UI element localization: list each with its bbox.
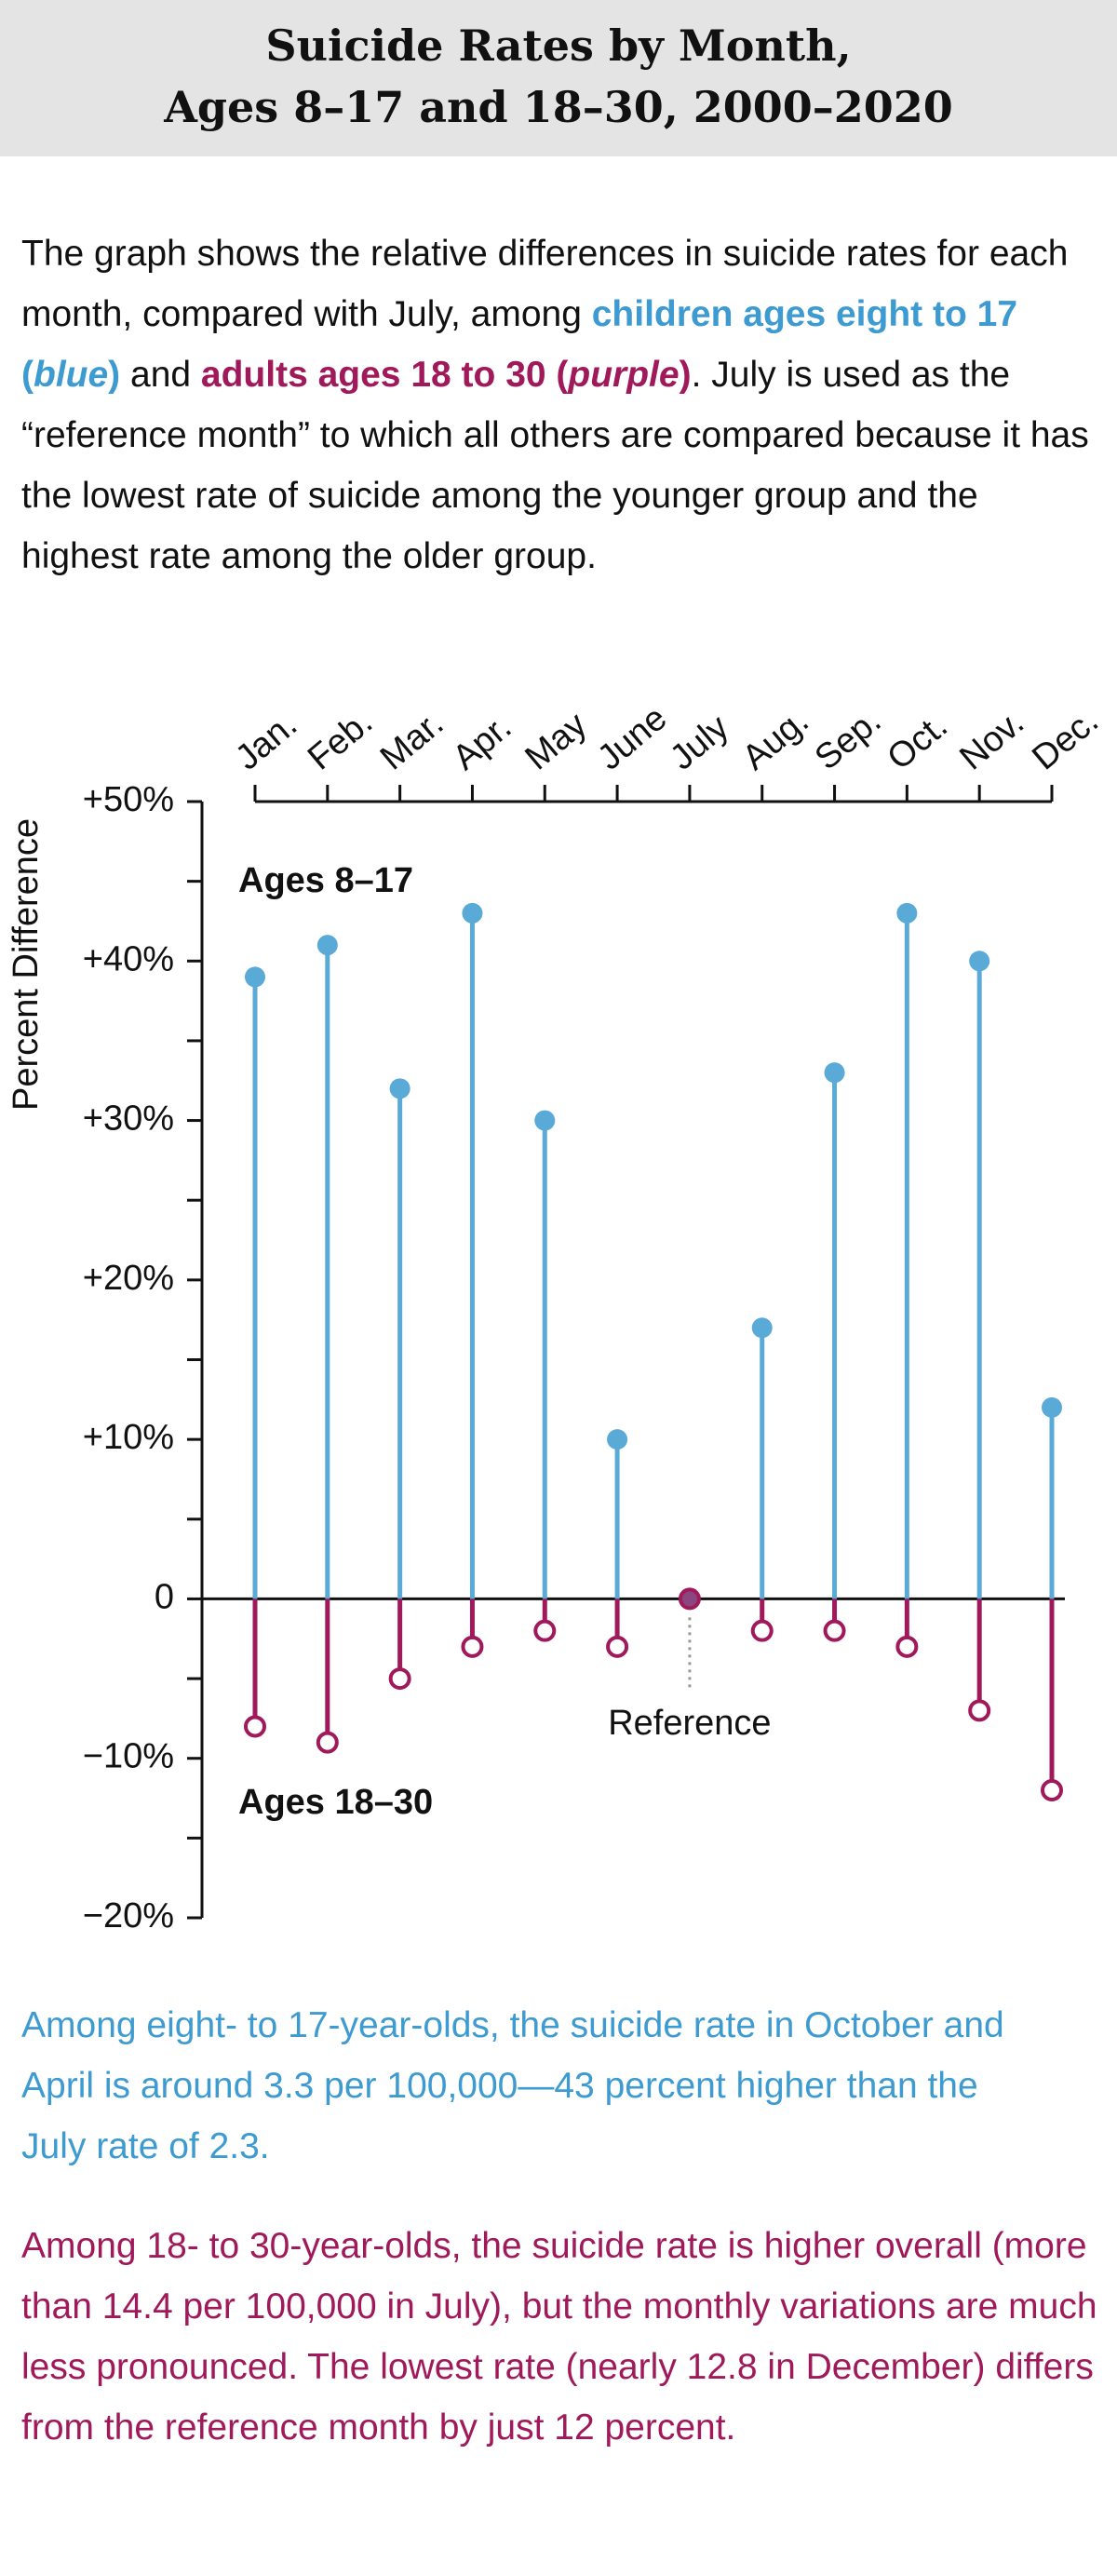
dot — [969, 951, 990, 972]
dot — [244, 1715, 266, 1738]
x-tick-label: July — [663, 708, 736, 778]
intro-text: . July is used as the “reference month” … — [21, 355, 1089, 576]
title-line: Ages 8–17 and 18–30, 2000–2020 — [164, 82, 953, 132]
dot — [316, 1731, 339, 1754]
series-label: Ages 8–17 — [238, 861, 413, 900]
dot — [750, 1619, 774, 1642]
dot — [316, 935, 338, 956]
dot — [751, 1317, 773, 1339]
dot — [896, 902, 918, 924]
y-tick-label: +50% — [83, 780, 174, 819]
note: Among 18- to 30-year-olds, the suicide r… — [21, 2226, 1097, 2448]
x-tick-label: Oct. — [881, 707, 955, 778]
dot — [1042, 1396, 1062, 1418]
y-tick-label: +20% — [83, 1259, 174, 1298]
dot — [461, 1635, 484, 1658]
dot — [389, 1078, 410, 1099]
dot — [1041, 1778, 1063, 1801]
x-tick-label: June — [590, 698, 674, 777]
y-tick-label: −20% — [83, 1896, 174, 1935]
intro-text: and — [120, 355, 201, 395]
dot — [533, 1619, 557, 1642]
dot — [895, 1635, 919, 1658]
intro-text: ) — [108, 355, 121, 395]
x-tick-label: Nov. — [952, 703, 1031, 778]
note: Among eight- to 17-year-olds, the suicid… — [21, 2005, 1004, 2166]
dot — [245, 966, 265, 988]
intro-text: blue — [34, 355, 109, 395]
y-tick-label: +30% — [83, 1099, 174, 1139]
dot — [388, 1667, 411, 1691]
x-tick-label: May — [518, 705, 595, 777]
x-tick-label: Aug. — [735, 701, 816, 777]
x-tick-label: Dec. — [1025, 701, 1106, 777]
intro-text: children ages eight to 17 ( — [21, 294, 1018, 395]
y-tick-label: +40% — [83, 939, 174, 978]
dot — [534, 1110, 556, 1131]
annotation: Reference — [608, 1704, 771, 1743]
x-tick-label: Mar. — [373, 704, 451, 778]
intro: The graph shows the relative differences… — [21, 223, 1101, 587]
intro-text: adults ages 18 to 30 ( — [200, 355, 569, 395]
intro-text: ) — [679, 355, 692, 395]
series-label: Ages 18–30 — [238, 1783, 433, 1822]
dot — [968, 1699, 991, 1722]
dot — [824, 1062, 845, 1084]
header: Suicide Rates by Month, Ages 8–17 and 18… — [0, 0, 1117, 156]
y-axis-label: Percent Difference — [7, 818, 46, 1111]
x-tick-label: Apr. — [446, 708, 519, 778]
y-tick-label: +10% — [83, 1418, 174, 1457]
y-tick-label: 0 — [155, 1577, 174, 1616]
x-tick-label: Sep. — [808, 701, 889, 777]
intro-text: purple — [568, 355, 680, 395]
dot — [607, 1429, 628, 1450]
y-tick-label: −10% — [83, 1737, 174, 1776]
dot — [606, 1635, 629, 1658]
x-tick-label: Feb. — [301, 703, 380, 778]
x-tick-label: Jan. — [228, 705, 304, 777]
title-line: Suicide Rates by Month, — [265, 20, 852, 71]
dot — [823, 1619, 846, 1642]
intro-text: The graph shows the relative differences… — [21, 234, 1069, 334]
dot — [678, 1587, 701, 1611]
dot — [462, 902, 483, 924]
